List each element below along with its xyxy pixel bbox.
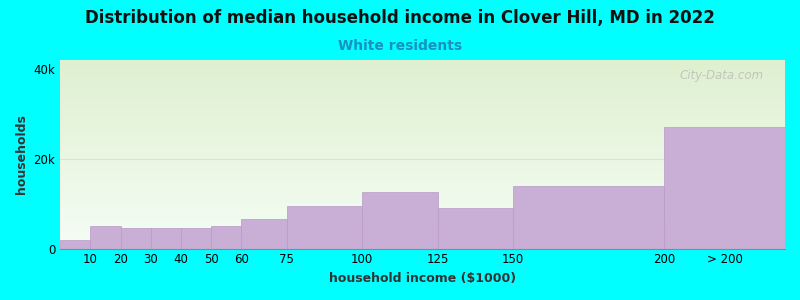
Text: City-Data.com: City-Data.com (679, 69, 763, 82)
Bar (242, 219, 286, 249)
X-axis label: household income ($1000): household income ($1000) (329, 272, 516, 285)
Bar (90, 226, 121, 249)
Bar (664, 128, 785, 249)
Bar (181, 228, 211, 249)
Bar (121, 228, 150, 249)
Bar (60, 240, 90, 249)
Bar (286, 206, 362, 249)
Bar (513, 186, 664, 249)
Bar (362, 193, 438, 249)
Y-axis label: households: households (15, 114, 28, 194)
Bar (211, 226, 242, 249)
Text: White residents: White residents (338, 39, 462, 53)
Bar (438, 208, 513, 249)
Bar (150, 228, 181, 249)
Text: Distribution of median household income in Clover Hill, MD in 2022: Distribution of median household income … (85, 9, 715, 27)
